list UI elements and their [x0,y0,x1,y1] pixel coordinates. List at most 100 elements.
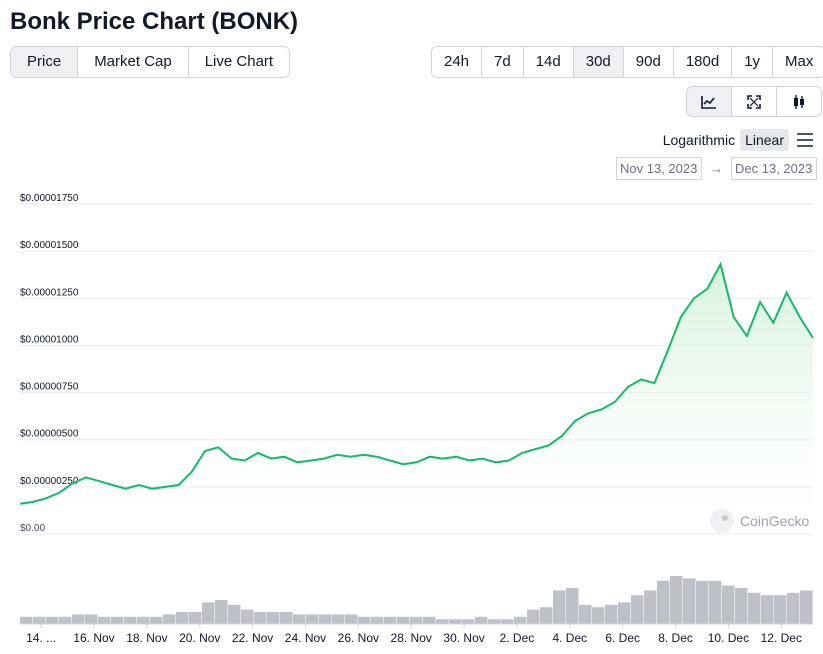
volume-bar [553,590,566,624]
volume-bar [189,612,202,624]
scale-linear[interactable]: Linear [740,129,789,151]
volume-bar [33,616,46,624]
volume-bar [98,616,111,624]
volume-bar [722,585,735,624]
volume-bar [631,595,644,624]
time-range-tabs: 24h 7d 14d 30d 90d 180d 1y Max [431,46,823,78]
price-chart: $0.00$0.00000250$0.00000500$0.00000750$0… [19,193,814,645]
volume-bar [410,616,423,624]
volume-bar [748,592,761,624]
x-axis: 14. ... 16. Nov 18. Nov 20. Nov 22. Nov 24. N… [26,624,802,645]
volume-bar [566,588,579,624]
volume-bar [475,616,488,624]
scale-toggle: Logarithmic Linear [658,129,813,151]
chart-view-tools [686,86,822,117]
candlestick-button[interactable] [776,86,822,117]
x-tick-label: 14. ... [26,631,56,645]
volume-bars [20,576,813,625]
x-tick-label: 26. Nov [338,631,379,645]
volume-bar [488,619,501,624]
range-90d[interactable]: 90d [624,47,674,77]
x-tick-label: 20. Nov [179,631,220,645]
date-from-input[interactable]: Nov 13, 2023 [616,157,702,180]
volume-bar [319,614,332,624]
x-tick-label: 16. Nov [73,631,114,645]
coingecko-logo-eye [722,515,728,521]
volume-bar [241,609,254,624]
volume-bar [215,600,228,624]
range-1y[interactable]: 1y [732,47,774,77]
y-tick-label: $0.00001500 [20,240,79,251]
volume-bar [501,619,514,624]
range-14d[interactable]: 14d [524,47,574,77]
x-tick-label: 10. Dec [708,631,749,645]
watermark-text: CoinGecko [740,513,809,529]
scale-logarithmic[interactable]: Logarithmic [662,132,736,148]
volume-bar [72,614,85,624]
volume-bar [280,612,293,624]
volume-bar [358,616,371,624]
volume-bar [150,616,163,624]
volume-bar [124,616,137,624]
x-tick-label: 12. Dec [761,631,802,645]
coingecko-watermark: CoinGecko [710,509,809,533]
x-tick-label: 2. Dec [500,631,535,645]
range-30d[interactable]: 30d [573,47,624,77]
range-max[interactable]: Max [785,53,814,70]
volume-bar [137,616,150,624]
volume-bar [774,595,787,624]
volume-bar [163,614,176,624]
volume-bar [423,616,436,624]
volume-bar [605,604,618,624]
volume-bar [735,588,748,624]
tab-price[interactable]: Price [11,47,79,77]
x-tick-label: 4. Dec [552,631,587,645]
line-chart-button[interactable] [686,86,732,117]
volume-bar [579,604,592,624]
volume-bar [800,590,813,624]
x-tick-label: 24. Nov [285,631,326,645]
date-range: Nov 13, 2023 → Dec 13, 2023 [616,157,817,180]
date-arrow: → [710,161,723,176]
volume-bar [111,616,124,624]
range-7d[interactable]: 7d [482,47,524,77]
volume-bar [670,576,683,624]
range-24h[interactable]: 24h [432,47,483,77]
volume-bar [85,614,98,624]
volume-bar [761,595,774,624]
x-tick-label: 30. Nov [443,631,484,645]
y-tick-label: $0.00000250 [20,476,79,487]
volume-bar [46,616,59,624]
volume-bar [709,580,722,624]
volume-bar [540,607,553,624]
volume-bar [267,612,280,624]
x-tick-label: 8. Dec [658,631,693,645]
expand-icon [747,94,761,109]
y-tick-label: $0.00001750 [20,193,79,204]
menu-icon[interactable] [797,133,813,147]
volume-bar [527,609,540,624]
tab-live-chart[interactable]: Live Chart [204,53,274,70]
volume-bar [228,604,241,624]
x-tick-label: 22. Nov [232,631,273,645]
price-area [20,264,813,534]
y-tick-label: $0.00000750 [20,382,79,393]
y-tick-label: $0.00000500 [20,429,79,440]
tab-market-cap[interactable]: Market Cap [78,47,189,77]
volume-bar [20,616,33,624]
x-tick-label: 28. Nov [391,631,432,645]
volume-bar [306,614,319,624]
volume-bar [384,616,397,624]
price-line [19,261,814,505]
range-180d[interactable]: 180d [674,47,733,77]
volume-bar [176,612,189,624]
volume-bar [293,614,306,624]
volume-bar [332,614,345,624]
page-title: Bonk Price Chart (BONK) [10,8,299,35]
volume-bar [696,580,709,624]
volume-bar [436,619,449,624]
date-to-input[interactable]: Dec 13, 2023 [731,157,817,180]
volume-bar [397,616,410,624]
volume-bar [345,614,358,624]
fullscreen-button[interactable] [731,86,777,117]
